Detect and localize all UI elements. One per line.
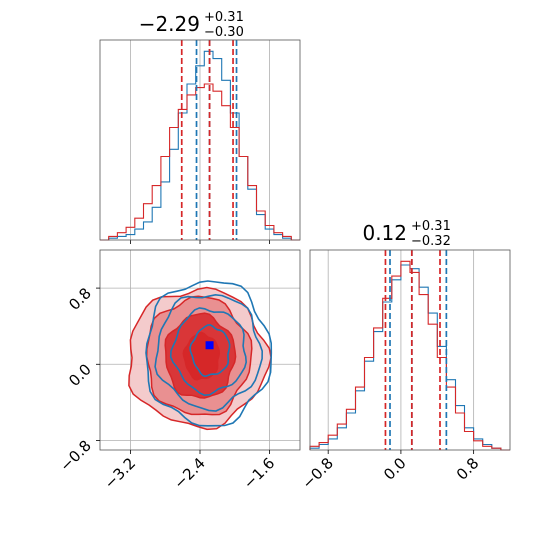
panel2-grid [327,250,475,450]
histogram-series-1 [309,260,510,451]
x-tick-label-2: 0.8 [453,454,483,484]
panel1-title-value: −2.29 [139,12,200,36]
panel2-histograms [309,260,510,451]
blue-contour-level-0 [189,324,231,378]
panel2-title-lower-error: −0.32 [411,234,451,249]
blue-contour-level-3 [145,280,273,427]
panel2-x-ticks: −0.8 0.0 0.8 [299,450,483,493]
panel2-frame [309,249,511,451]
contour-y-tick-label-2: 0.8 [65,284,95,314]
panel2-quantile-lines [384,250,448,450]
histogram-panel-param2: −0.8 0.0 0.8 [299,249,511,493]
panel1-grid [130,40,270,244]
blue-contour-level-1 [169,307,248,397]
histogram-panel-param1 [99,39,301,244]
histogram-series-0 [309,264,510,451]
x-tick-label-0: −0.8 [299,454,337,492]
panel1-quantile-lines [180,40,238,240]
contour-y-tick-label-0: −0.8 [56,437,94,475]
panel2-title-value: 0.12 [362,221,407,245]
blue-contour-level-2 [154,293,264,412]
histogram-series-1 [100,83,300,241]
best-fit-marker [205,341,214,350]
x-tick-label-1: 0.0 [380,454,410,484]
panel1-histograms [100,50,300,241]
panel3-y-ticks: −0.8 0.0 0.8 [56,284,100,475]
contour-panel: −3.2 −2.4 −1.6 −0.8 0.0 0.8 [56,249,301,493]
contour-y-tick-label-1: 0.0 [65,360,95,390]
contour-x-tick-label-2: −1.6 [240,454,278,492]
panel1-title-lower-error: −0.30 [204,25,244,40]
panel1-title-upper-error: +0.31 [204,10,244,25]
panel1-frame [99,39,301,241]
red-filled-contours [128,286,272,431]
blue-contour-lines [145,280,273,427]
panel2-title-upper-error: +0.31 [411,219,451,234]
contour-x-tick-label-0: −3.2 [101,454,139,492]
contour-x-tick-label-1: −2.4 [170,454,208,492]
panel3-x-ticks: −3.2 −2.4 −1.6 [101,450,278,493]
